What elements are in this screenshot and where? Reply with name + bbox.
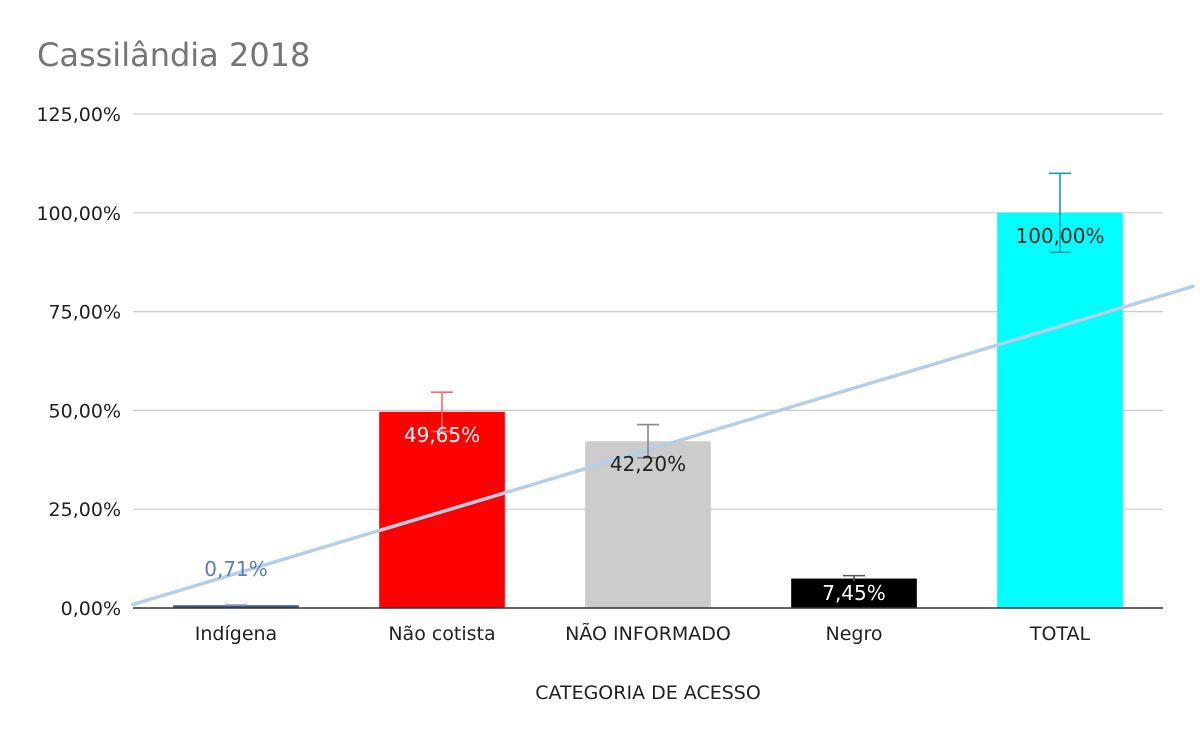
x-tick-label: TOTAL bbox=[1029, 623, 1091, 645]
error-bar bbox=[431, 391, 453, 433]
chart-title: Cassilândia 2018 bbox=[37, 36, 311, 74]
data-label: 100,00% bbox=[1016, 224, 1105, 248]
data-labels: 0,71% 49,65% 42,20% 7,45% 100,00% bbox=[204, 224, 1104, 605]
error-bar bbox=[637, 423, 659, 459]
error-bar bbox=[843, 574, 865, 582]
error-bar bbox=[225, 604, 247, 606]
data-label: 42,20% bbox=[610, 452, 686, 476]
bar bbox=[791, 578, 917, 608]
y-tick-label: 75,00% bbox=[49, 302, 121, 324]
y-tick-label: 0,00% bbox=[61, 598, 121, 620]
x-axis-categories: Indígena Não cotista NÃO INFORMADO Negro TOT… bbox=[195, 622, 1091, 645]
y-axis-ticks: 0,00% 25,00% 50,00% 75,00% 100,00% 125,00% bbox=[36, 104, 121, 620]
x-axis-title: CATEGORIA DE ACESSO bbox=[535, 682, 761, 704]
x-tick-label: Não cotista bbox=[388, 623, 495, 645]
x-tick-label: Indígena bbox=[195, 623, 277, 645]
x-tick-label: NÃO INFORMADO bbox=[565, 622, 731, 645]
bar bbox=[997, 212, 1123, 609]
bar bbox=[585, 441, 711, 608]
data-label: 7,45% bbox=[822, 581, 886, 605]
gridlines bbox=[133, 113, 1163, 510]
bar bbox=[173, 605, 299, 608]
data-label: 0,71% bbox=[204, 557, 268, 581]
y-tick-label: 50,00% bbox=[49, 400, 121, 422]
trendline-group bbox=[131, 284, 1195, 607]
error-bars bbox=[225, 172, 1071, 606]
x-tick-label: Negro bbox=[826, 623, 883, 645]
trendline bbox=[131, 284, 1195, 607]
data-label: 49,65% bbox=[404, 423, 480, 447]
error-bar bbox=[1049, 172, 1071, 254]
bars bbox=[173, 212, 1123, 609]
y-tick-label: 100,00% bbox=[36, 203, 121, 225]
y-tick-label: 125,00% bbox=[36, 104, 121, 126]
y-tick-label: 25,00% bbox=[49, 499, 121, 521]
